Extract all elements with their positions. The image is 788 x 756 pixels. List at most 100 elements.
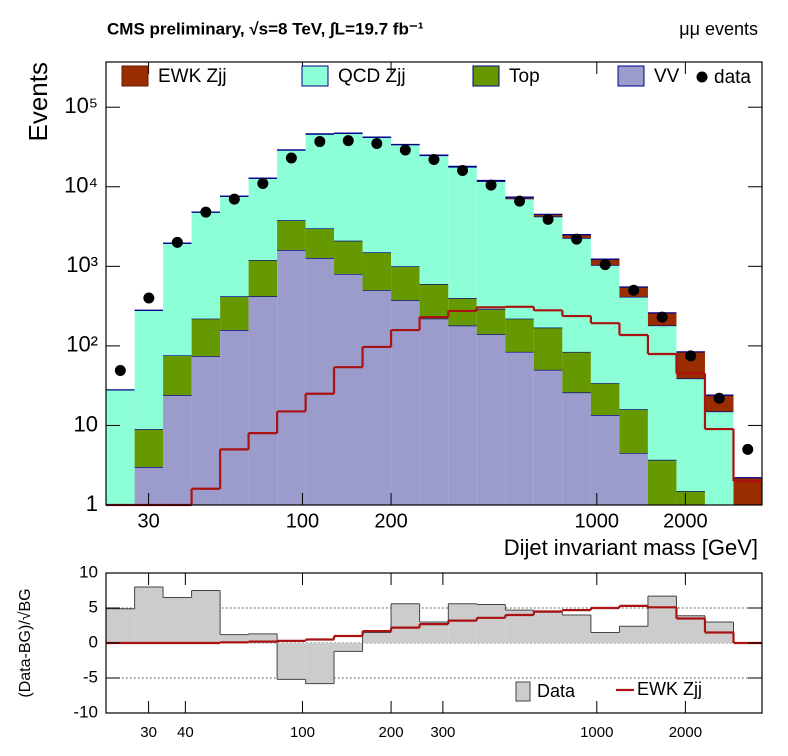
legend-swatch xyxy=(617,65,645,87)
stack-segment xyxy=(220,330,249,505)
ratio-bar xyxy=(362,632,392,643)
stack-segment xyxy=(419,283,449,319)
stack-segment xyxy=(647,325,677,460)
legend-label: data xyxy=(714,67,751,88)
ratio-bar xyxy=(619,626,648,643)
ratio-bar xyxy=(647,596,677,643)
stack-segment xyxy=(220,296,249,331)
channel-label: μμ events xyxy=(679,19,758,39)
stack-segment xyxy=(163,395,192,505)
y-tick-label: 10³ xyxy=(66,252,98,277)
data-point xyxy=(428,154,440,166)
legend-swatch xyxy=(121,65,149,87)
y-tick-label: 0 xyxy=(89,632,98,651)
stack-segment xyxy=(334,240,363,275)
ratio-bar xyxy=(676,615,705,643)
data-point xyxy=(542,213,554,225)
stack-segment xyxy=(305,134,335,229)
x-axis-title: Dijet invariant mass [GeV] xyxy=(504,535,758,560)
plot-frame xyxy=(105,61,763,506)
x-tick-label: 1000 xyxy=(575,510,620,532)
y-tick-label: 1 xyxy=(86,491,98,516)
stack-segment xyxy=(562,238,591,352)
data-point xyxy=(314,136,326,148)
stack-segment xyxy=(220,196,249,297)
stack-segment xyxy=(676,490,705,505)
ratio-bar xyxy=(134,587,164,643)
ratio-bar xyxy=(191,590,221,643)
y-tick-label: 10² xyxy=(66,332,98,357)
ratio-bar xyxy=(220,634,249,643)
ratio-y-axis-title: (Data-BG)/√BG xyxy=(17,588,34,697)
stack-segment xyxy=(476,334,506,505)
stack-segment xyxy=(106,389,135,505)
x-tick-label: 2000 xyxy=(663,510,708,532)
x-tick-label: 2000 xyxy=(669,724,702,741)
stack-segment xyxy=(448,166,477,298)
x-tick-label: 30 xyxy=(140,724,157,741)
stack-segment xyxy=(590,415,620,505)
y-tick-label: 10 xyxy=(79,562,98,581)
x-tick-label: 300 xyxy=(430,724,455,741)
ratio-bar xyxy=(533,612,563,643)
stack-segment xyxy=(391,266,420,301)
stack-segment xyxy=(362,290,392,505)
y-tick-label: -10 xyxy=(73,702,98,721)
data-point xyxy=(228,193,240,205)
stack-segment xyxy=(419,155,449,284)
legend-swatch xyxy=(515,681,531,702)
data-point xyxy=(514,195,526,207)
data-point xyxy=(342,135,354,147)
legend-label: EWK Zjj xyxy=(637,679,702,699)
y-tick-label: -5 xyxy=(83,667,98,686)
stack-segment xyxy=(305,228,335,259)
data-point xyxy=(143,292,155,304)
stack-segment xyxy=(619,453,648,505)
data-point xyxy=(285,152,297,164)
legend-swatch xyxy=(472,65,500,87)
ratio-bar xyxy=(106,608,135,643)
x-tick-label: 200 xyxy=(379,724,404,741)
stack-segment xyxy=(505,318,534,352)
data-point xyxy=(685,350,697,362)
stack-segment xyxy=(419,318,449,505)
data-point xyxy=(257,177,269,189)
data-point xyxy=(171,236,183,248)
legend-label: VV xyxy=(654,66,680,87)
stack-segment xyxy=(305,258,335,505)
data-point xyxy=(371,137,383,149)
stack-segment xyxy=(647,459,677,505)
stack-segment xyxy=(704,411,734,505)
y-tick-label: 5 xyxy=(89,597,98,616)
data-point xyxy=(713,392,725,404)
stack-segment xyxy=(391,300,420,505)
stack-segment xyxy=(505,351,534,505)
legend-swatch xyxy=(301,65,329,87)
ratio-bar xyxy=(163,597,192,643)
data-point xyxy=(399,144,411,156)
ratio-bar xyxy=(277,643,306,680)
ratio-bar xyxy=(334,643,363,652)
stack-segment xyxy=(334,133,363,241)
stack-segment xyxy=(191,212,221,319)
x-tick-label: 100 xyxy=(290,724,315,741)
data-point xyxy=(200,206,212,218)
data-point xyxy=(457,165,469,177)
stack-segment xyxy=(134,310,164,430)
stack-segment xyxy=(733,477,762,505)
x-tick-label: 1000 xyxy=(580,724,613,741)
stack-segment xyxy=(191,318,221,357)
ratio-bar xyxy=(305,643,335,684)
chart-title: CMS preliminary, √s=8 TeV, ∫L=19.7 fb⁻¹ xyxy=(107,19,424,38)
ratio-bar xyxy=(590,632,620,643)
stack-segment xyxy=(676,378,705,491)
ratio-bar xyxy=(419,622,449,643)
stack-segment xyxy=(562,351,591,393)
stack-segment xyxy=(476,181,506,310)
stack-segment xyxy=(277,220,306,251)
legend-marker xyxy=(696,71,708,83)
data-point xyxy=(656,311,668,323)
legend-label: Top xyxy=(509,66,540,87)
stack-segment xyxy=(248,178,278,261)
